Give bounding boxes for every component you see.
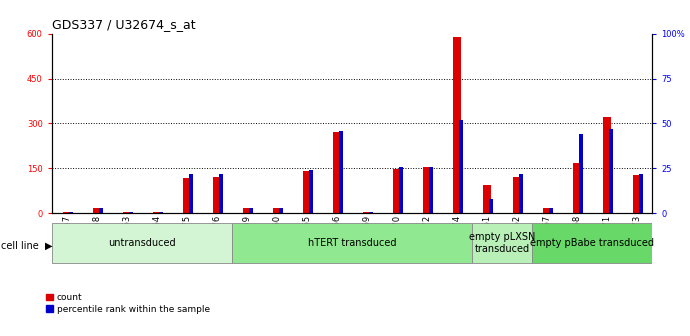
Bar <box>520 174 523 213</box>
Bar <box>543 208 551 213</box>
Bar <box>339 131 343 213</box>
Text: empty pBabe transduced: empty pBabe transduced <box>530 238 654 248</box>
Bar <box>303 171 311 213</box>
Bar <box>99 208 103 213</box>
Bar <box>580 134 583 213</box>
Bar <box>513 177 521 213</box>
Bar <box>369 212 373 213</box>
Bar <box>93 208 101 213</box>
Bar <box>423 167 431 213</box>
Text: untransduced: untransduced <box>108 238 176 248</box>
Bar <box>279 208 283 213</box>
Bar <box>609 129 613 213</box>
Bar <box>429 167 433 213</box>
Bar <box>400 167 403 213</box>
Bar <box>129 212 132 213</box>
Bar <box>603 118 611 213</box>
Bar <box>189 174 193 213</box>
Bar <box>249 208 253 213</box>
Bar <box>63 212 70 213</box>
Bar <box>183 178 190 213</box>
FancyBboxPatch shape <box>232 223 472 263</box>
Bar <box>453 37 461 213</box>
Bar <box>363 212 371 213</box>
Text: hTERT transduced: hTERT transduced <box>308 238 396 248</box>
FancyBboxPatch shape <box>52 223 232 263</box>
Bar <box>489 199 493 213</box>
Bar <box>159 212 163 213</box>
Legend: count, percentile rank within the sample: count, percentile rank within the sample <box>46 293 210 314</box>
Bar <box>153 212 161 213</box>
Bar <box>483 185 491 213</box>
Text: GDS337 / U32674_s_at: GDS337 / U32674_s_at <box>52 18 195 32</box>
Bar <box>333 132 341 213</box>
Text: cell line  ▶: cell line ▶ <box>1 241 53 251</box>
Bar <box>393 169 401 213</box>
Bar <box>549 208 553 213</box>
Bar <box>273 208 281 213</box>
FancyBboxPatch shape <box>472 223 532 263</box>
Bar <box>69 212 72 213</box>
Bar <box>243 208 250 213</box>
Text: empty pLXSN
transduced: empty pLXSN transduced <box>469 232 535 254</box>
Bar <box>213 177 221 213</box>
Bar <box>219 174 223 213</box>
Bar <box>309 170 313 213</box>
Bar <box>640 174 643 213</box>
Bar <box>633 175 641 213</box>
Bar <box>573 163 581 213</box>
FancyBboxPatch shape <box>532 223 652 263</box>
Bar <box>460 120 463 213</box>
Bar <box>123 212 130 213</box>
